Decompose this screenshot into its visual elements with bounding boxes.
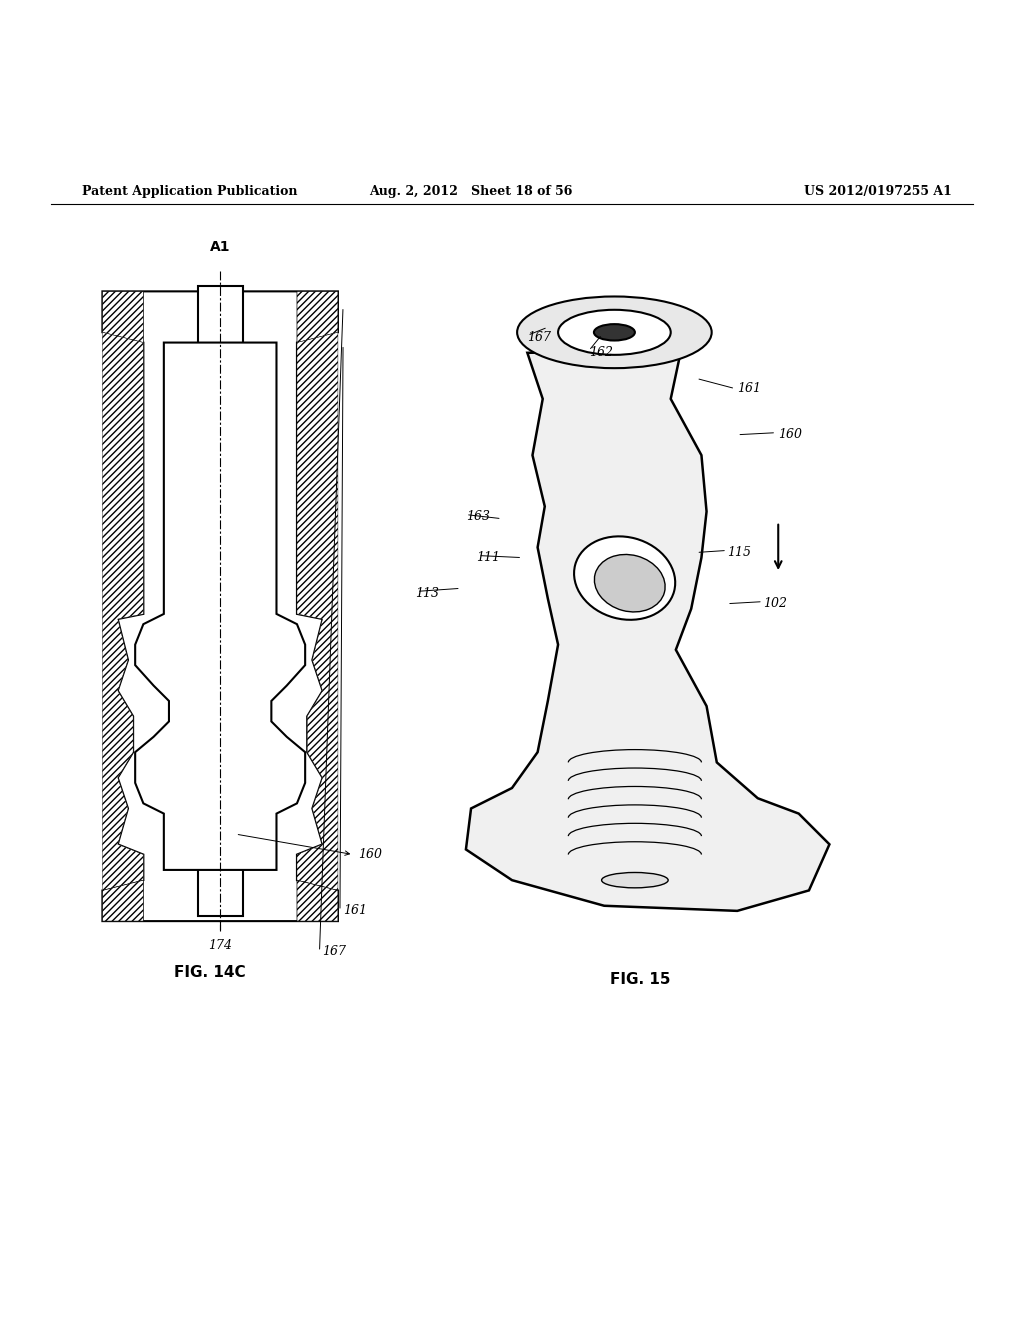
Polygon shape	[102, 292, 338, 921]
Text: 113: 113	[415, 587, 438, 599]
Ellipse shape	[594, 554, 666, 612]
Polygon shape	[297, 292, 338, 343]
Text: 167: 167	[527, 331, 551, 345]
Ellipse shape	[558, 310, 671, 355]
Text: 160: 160	[778, 428, 802, 441]
Text: 163: 163	[466, 510, 489, 523]
Ellipse shape	[517, 297, 712, 368]
Polygon shape	[198, 286, 243, 916]
Text: 102: 102	[763, 597, 786, 610]
Text: A1: A1	[210, 240, 230, 255]
Text: 162: 162	[589, 346, 612, 359]
Polygon shape	[297, 333, 338, 891]
Text: FIG. 15: FIG. 15	[609, 973, 671, 987]
Polygon shape	[297, 880, 338, 921]
Text: FIG. 14C: FIG. 14C	[174, 965, 246, 981]
Text: Aug. 2, 2012   Sheet 18 of 56: Aug. 2, 2012 Sheet 18 of 56	[370, 185, 572, 198]
Ellipse shape	[594, 325, 635, 341]
Text: US 2012/0197255 A1: US 2012/0197255 A1	[805, 185, 952, 198]
Polygon shape	[135, 343, 305, 870]
Text: 111: 111	[476, 552, 500, 564]
Text: 167: 167	[323, 945, 346, 958]
Polygon shape	[466, 351, 829, 911]
Text: Patent Application Publication: Patent Application Publication	[82, 185, 297, 198]
Text: 161: 161	[343, 904, 367, 917]
Polygon shape	[102, 880, 143, 921]
Ellipse shape	[574, 536, 675, 620]
Ellipse shape	[602, 873, 668, 888]
Polygon shape	[102, 292, 143, 343]
Text: 160: 160	[358, 847, 382, 861]
Text: 174: 174	[208, 939, 232, 952]
Text: 161: 161	[737, 383, 761, 395]
Polygon shape	[102, 333, 143, 891]
Text: 115: 115	[727, 546, 751, 558]
